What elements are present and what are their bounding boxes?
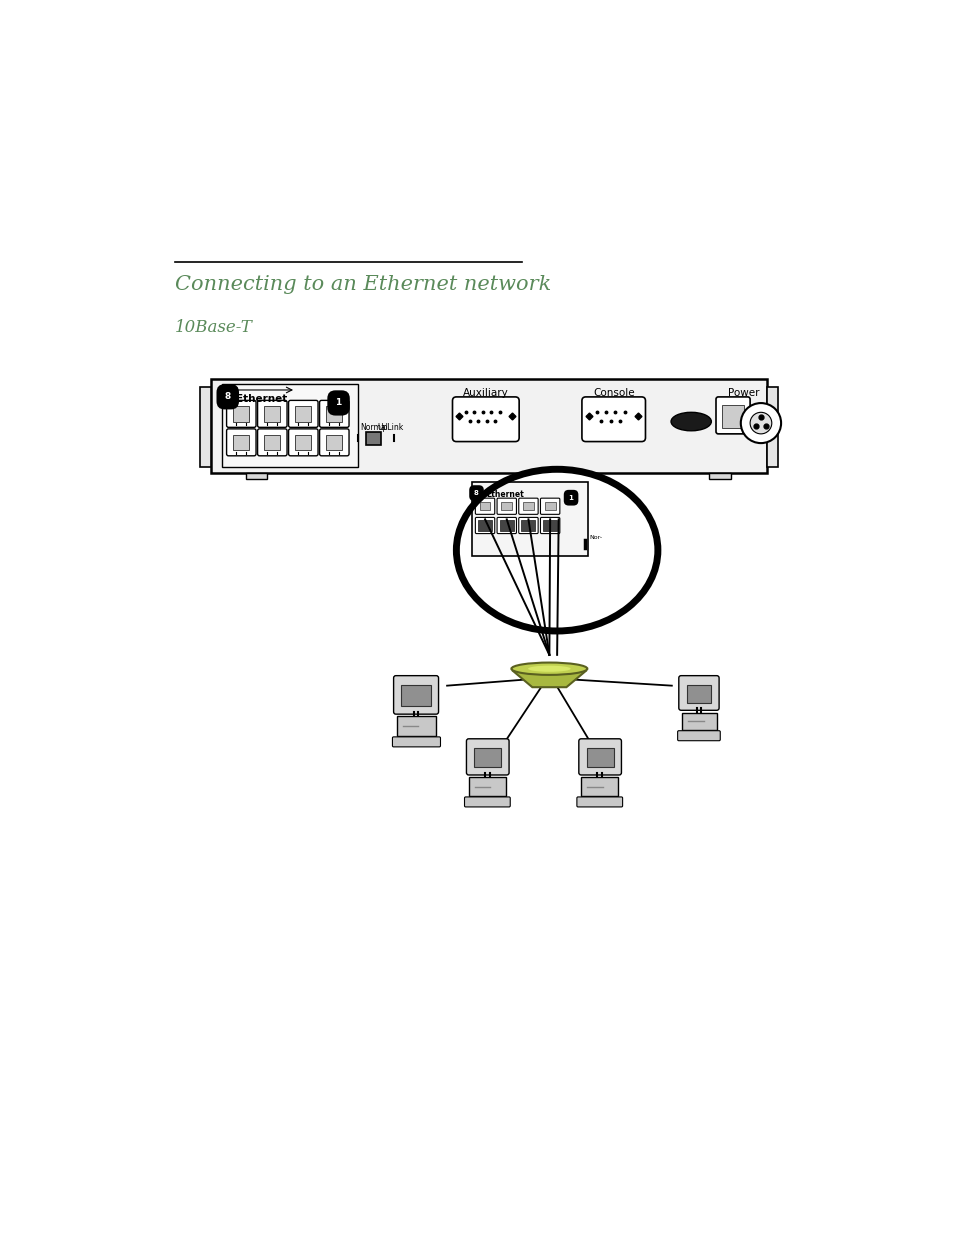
FancyBboxPatch shape: [199, 387, 211, 467]
FancyBboxPatch shape: [708, 473, 730, 478]
Text: UpLink: UpLink: [377, 424, 403, 432]
FancyBboxPatch shape: [544, 503, 555, 510]
FancyBboxPatch shape: [497, 517, 516, 534]
FancyBboxPatch shape: [257, 429, 287, 456]
FancyBboxPatch shape: [580, 777, 618, 795]
FancyBboxPatch shape: [721, 405, 743, 427]
FancyBboxPatch shape: [679, 676, 719, 710]
FancyBboxPatch shape: [766, 387, 778, 467]
FancyBboxPatch shape: [468, 777, 505, 795]
FancyBboxPatch shape: [233, 435, 249, 450]
FancyBboxPatch shape: [542, 520, 557, 531]
FancyBboxPatch shape: [540, 517, 559, 534]
FancyBboxPatch shape: [222, 384, 357, 467]
FancyBboxPatch shape: [586, 748, 613, 767]
FancyBboxPatch shape: [289, 400, 317, 427]
Text: 8: 8: [224, 393, 231, 401]
Text: 1: 1: [335, 399, 341, 408]
FancyBboxPatch shape: [518, 498, 537, 514]
Text: Power: Power: [727, 389, 759, 399]
FancyBboxPatch shape: [233, 406, 249, 421]
Text: Normal: Normal: [360, 424, 388, 432]
FancyBboxPatch shape: [227, 400, 255, 427]
FancyBboxPatch shape: [211, 379, 766, 473]
Text: Auxiliary: Auxiliary: [462, 389, 508, 399]
FancyBboxPatch shape: [326, 435, 342, 450]
FancyBboxPatch shape: [245, 473, 267, 478]
FancyBboxPatch shape: [326, 406, 342, 421]
FancyBboxPatch shape: [257, 400, 287, 427]
FancyBboxPatch shape: [294, 435, 311, 450]
FancyBboxPatch shape: [319, 400, 349, 427]
Circle shape: [740, 403, 781, 443]
FancyBboxPatch shape: [581, 396, 645, 442]
FancyBboxPatch shape: [264, 435, 280, 450]
FancyBboxPatch shape: [578, 739, 620, 776]
Text: Nor-: Nor-: [588, 535, 601, 540]
FancyBboxPatch shape: [686, 685, 711, 703]
FancyBboxPatch shape: [716, 396, 749, 433]
FancyBboxPatch shape: [522, 503, 534, 510]
FancyBboxPatch shape: [479, 503, 490, 510]
FancyBboxPatch shape: [521, 520, 535, 531]
FancyBboxPatch shape: [577, 797, 622, 806]
FancyBboxPatch shape: [475, 498, 495, 514]
FancyBboxPatch shape: [500, 503, 512, 510]
FancyBboxPatch shape: [497, 498, 516, 514]
FancyBboxPatch shape: [396, 716, 436, 736]
Ellipse shape: [528, 666, 570, 672]
FancyBboxPatch shape: [392, 737, 440, 747]
FancyBboxPatch shape: [677, 731, 720, 741]
FancyBboxPatch shape: [289, 429, 317, 456]
FancyBboxPatch shape: [466, 739, 509, 776]
Text: Console: Console: [592, 389, 634, 399]
FancyBboxPatch shape: [294, 406, 311, 421]
FancyBboxPatch shape: [365, 432, 381, 445]
FancyBboxPatch shape: [401, 685, 431, 706]
FancyBboxPatch shape: [472, 483, 587, 556]
Ellipse shape: [670, 412, 711, 431]
FancyBboxPatch shape: [464, 797, 510, 806]
FancyBboxPatch shape: [319, 429, 349, 456]
Ellipse shape: [511, 662, 587, 674]
FancyBboxPatch shape: [394, 676, 438, 714]
Text: 1: 1: [568, 495, 573, 500]
Text: 8: 8: [474, 490, 478, 496]
FancyBboxPatch shape: [681, 713, 716, 730]
Text: Ethernet: Ethernet: [236, 394, 287, 404]
FancyBboxPatch shape: [475, 517, 495, 534]
Text: Connecting to an Ethernet network: Connecting to an Ethernet network: [174, 275, 551, 294]
FancyBboxPatch shape: [518, 517, 537, 534]
FancyBboxPatch shape: [540, 498, 559, 514]
Circle shape: [749, 412, 771, 433]
FancyBboxPatch shape: [477, 520, 492, 531]
FancyBboxPatch shape: [264, 406, 280, 421]
FancyBboxPatch shape: [499, 520, 513, 531]
Ellipse shape: [456, 469, 658, 631]
Text: 10Base-T: 10Base-T: [174, 319, 253, 336]
Polygon shape: [512, 671, 586, 687]
FancyBboxPatch shape: [227, 429, 255, 456]
Text: Ethernet: Ethernet: [485, 490, 523, 499]
FancyBboxPatch shape: [452, 396, 518, 442]
FancyBboxPatch shape: [474, 748, 500, 767]
